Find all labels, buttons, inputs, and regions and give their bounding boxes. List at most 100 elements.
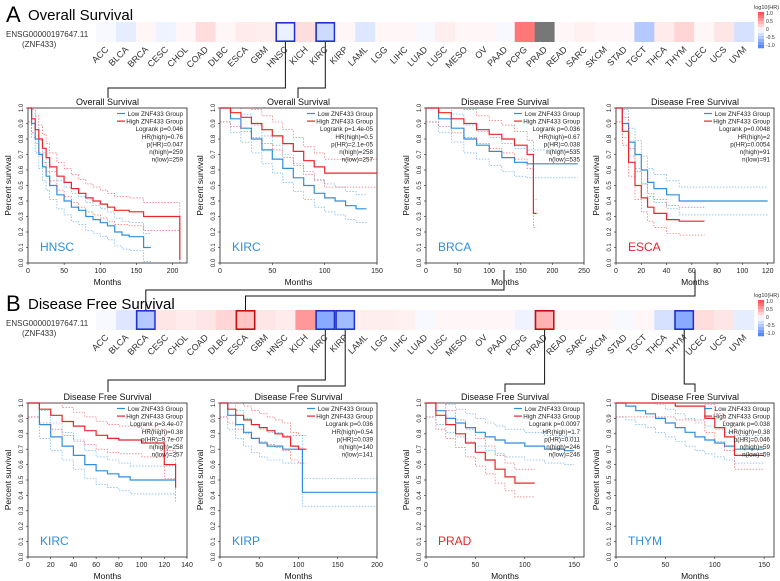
heat-cell-coad <box>195 22 216 42</box>
x-tick-label: 120 <box>762 268 774 275</box>
heat-cell-acc <box>96 22 117 42</box>
stat-line: HR(high)=0.38 <box>729 429 771 436</box>
heat-label-ucec: UCEC <box>684 332 709 357</box>
heat-label-meso: MESO <box>443 332 469 358</box>
stat-line: n(low)=141 <box>342 452 374 459</box>
ci-upper-low <box>426 402 575 438</box>
legend-swatch <box>758 12 764 16</box>
stat-line: HR(high)=2 <box>738 134 771 141</box>
km-plot-kirp-b: Disease Free Survival 0.0 0.1 0.2 0.3 0.4 0.5 0… <box>195 392 383 581</box>
y-tick-label: 0.8 <box>417 134 423 143</box>
x-tick-label: 80 <box>713 268 721 275</box>
y-tick-label: 0.3 <box>19 212 25 221</box>
heat-label-luad: LUAD <box>405 44 429 68</box>
heat-cell-luad <box>415 22 436 42</box>
y-tick-label: 0.9 <box>417 414 423 423</box>
heat-label-ov: OV <box>473 332 489 348</box>
heat-label-prad: PRAD <box>524 332 549 357</box>
heat-label-dlbc: DLBC <box>206 44 230 68</box>
x-axis-label: Months <box>491 277 519 287</box>
stat-line: n(low)=257 <box>152 452 184 459</box>
heat-cell-gbm <box>255 22 276 42</box>
x-tick-label: 150 <box>371 268 383 275</box>
plot-frame <box>615 402 775 558</box>
heat-label-pcpg: PCPG <box>504 44 529 69</box>
y-tick-label: 0.8 <box>19 429 25 438</box>
heat-cell-hnsc <box>275 22 296 42</box>
heat-cell-brca <box>135 22 157 42</box>
heat-cell-paad <box>494 310 516 330</box>
x-axis-label: Months <box>94 571 122 581</box>
stat-line: High ZNF433 Group <box>523 414 580 421</box>
stat-line: n(low)=535 <box>549 157 581 164</box>
x-tick-label: 0 <box>26 268 30 275</box>
heat-label-esca: ESCA <box>226 44 250 68</box>
heat-label-esca: ESCA <box>226 332 250 356</box>
stat-line: High ZNF433 Group <box>316 119 373 126</box>
heat-label-ucs: UCS <box>708 332 729 353</box>
x-tick-label: 0 <box>614 562 618 569</box>
heat-cell-thca <box>654 310 675 330</box>
heat-cell-sarc <box>574 22 595 42</box>
y-axis-label: Percent survival <box>3 450 13 511</box>
y-tick-label: 0.4 <box>417 491 423 500</box>
y-axis-label: Percent survival <box>195 155 205 216</box>
km-plot-thym-b: Disease Free Survival 0.0 0.1 0.2 0.3 0.4 0.5 0… <box>591 392 775 581</box>
cancer-label: ESCA <box>628 240 661 254</box>
heat-label-coad: COAD <box>185 332 211 358</box>
y-tick-label: 0.3 <box>19 506 25 515</box>
survival-curve-low <box>426 107 578 165</box>
y-tick-label: 0.6 <box>607 460 613 469</box>
legend-swatch <box>758 327 764 331</box>
survival-curve-low <box>220 107 367 210</box>
heat-cell-ov <box>474 22 496 42</box>
connector-kirc-os <box>297 42 326 98</box>
x-tick-label: 200 <box>371 562 383 569</box>
y-tick-label: 0.0 <box>211 552 217 561</box>
legend-swatch <box>758 42 764 46</box>
x-tick-label: 20 <box>637 268 645 275</box>
stat-line: High ZNF433 Group <box>523 119 580 126</box>
stat-line: Low ZNF433 Group <box>715 111 771 118</box>
heat-label-stad: STAD <box>605 332 629 356</box>
heat-cell-skcm <box>594 22 615 42</box>
y-tick-label: 0.1 <box>607 243 613 252</box>
heat-label-kirc: KIRC <box>307 44 330 67</box>
x-tick-label: 0 <box>218 562 222 569</box>
y-tick-label: 0.6 <box>19 460 25 469</box>
heat-cell-dlbc <box>215 22 236 42</box>
heat-cell-pcpg <box>514 310 535 330</box>
heat-label-cesc: CESC <box>145 44 170 69</box>
heat-box-esca <box>235 309 256 330</box>
x-tick-label: 50 <box>454 268 462 275</box>
heat-label-coad: COAD <box>185 44 211 70</box>
stat-line: Low ZNF433 Group <box>318 406 374 413</box>
y-tick-label: 0.2 <box>417 521 423 530</box>
heatmap-disease-free-survival: ACCBLCABRCACESCCHOLCOADDLBCESCAGBMHNSCKI… <box>90 309 755 358</box>
legend-swatch <box>758 330 764 334</box>
heat-cell-acc <box>96 310 117 330</box>
heat-box-prad <box>534 309 555 330</box>
y-tick-label: 1.0 <box>19 103 25 112</box>
heat-label-meso: MESO <box>443 44 469 70</box>
legend-swatch <box>758 18 764 22</box>
legend-swatch <box>758 318 764 322</box>
stat-line: Logrank p=0.0097 <box>529 421 580 428</box>
km-plot-esca-a: Disease Free Survival 0.0 0.1 0.2 0.3 0.4 0.5 0… <box>591 97 775 287</box>
legend-tick: -0.5 <box>766 35 775 41</box>
legend-swatch <box>758 30 764 34</box>
legend-swatch <box>758 303 764 307</box>
y-tick-label: 0.5 <box>19 475 25 484</box>
x-axis-label: Months <box>491 571 519 581</box>
heat-cell-kirc <box>315 22 336 42</box>
legend-swatch <box>758 300 764 304</box>
x-tick-label: 50 <box>471 562 479 569</box>
connector-kirc-dfs <box>107 330 326 392</box>
stat-line: Low ZNF433 Group <box>318 111 374 118</box>
y-tick-label: 0.1 <box>211 537 217 546</box>
ci-lower-low <box>426 121 578 179</box>
heat-label-lgg: LGG <box>369 332 390 353</box>
y-tick-label: 0.9 <box>19 414 25 423</box>
heat-cell-ucec <box>694 22 715 42</box>
heat-label-uvm: UVM <box>727 44 748 65</box>
